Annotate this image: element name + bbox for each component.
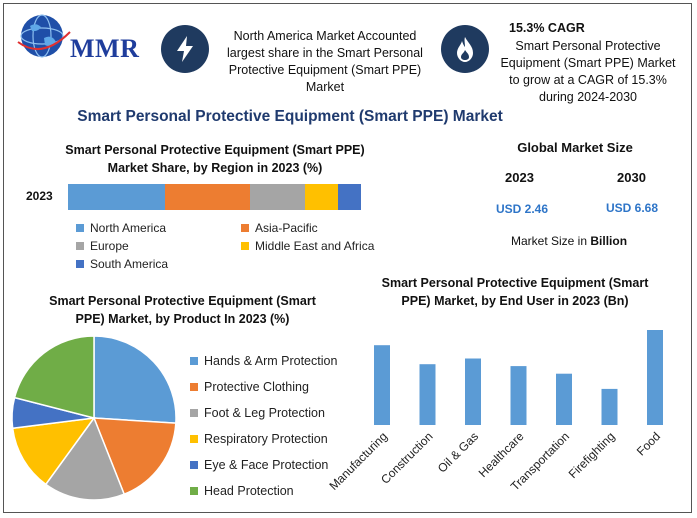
year-2023-label: 2023 <box>505 170 534 185</box>
market-size-note-prefix: Market Size in <box>511 234 591 248</box>
legend-swatch <box>241 242 249 250</box>
page-title: Smart Personal Protective Equipment (Sma… <box>77 108 503 125</box>
legend-swatch <box>241 224 249 232</box>
region-legend-item-asia-pacific: Asia-Pacific <box>241 221 396 235</box>
pie-slice-hands-arm-protection <box>93 335 177 424</box>
region-chart-title: Smart Personal Protective Equipment (Sma… <box>65 143 365 175</box>
legend-label: Head Protection <box>204 484 294 498</box>
product-legend-item-hands-arm-protection: Hands & Arm Protection <box>190 348 360 374</box>
lightning-icon <box>177 36 193 62</box>
pie-slice-foot-leg-protection <box>44 416 126 501</box>
region-legend-item-europe: Europe <box>76 239 241 253</box>
legend-label: Eye & Face Protection <box>204 458 329 472</box>
legend-swatch <box>76 260 84 268</box>
x-tick-label-manufacturing: Manufacturing <box>326 429 390 493</box>
legend-label: Hands & Arm Protection <box>204 354 338 368</box>
x-tick-label-oil-gas: Oil & Gas <box>435 429 481 475</box>
year-2030-label: 2030 <box>617 170 646 185</box>
product-legend-item-protective-clothing: Protective Clothing <box>190 374 360 400</box>
legend-label: Europe <box>90 239 129 253</box>
globe-logo-icon <box>17 14 71 58</box>
legend-swatch <box>190 383 198 391</box>
legend-swatch <box>190 461 198 469</box>
bar-construction <box>419 364 436 425</box>
bar-oil-gas <box>465 358 481 425</box>
flame-icon <box>457 37 473 62</box>
logo-text: MMR <box>70 34 140 63</box>
highlight-2-badge <box>441 25 489 73</box>
region-stacked-bar <box>68 184 361 210</box>
legend-label: Asia-Pacific <box>255 221 318 235</box>
highlight-2-text: Smart Personal Protective Equipment (Sma… <box>500 39 676 104</box>
product-legend-item-eye-face-protection: Eye & Face Protection <box>190 452 360 478</box>
region-legend-item-south-america: South America <box>76 257 241 271</box>
bar-transportation <box>556 373 572 425</box>
value-2023: USD 2.46 <box>496 202 549 216</box>
product-chart-title: Smart Personal Protective Equipment (Sma… <box>49 294 316 326</box>
region-legend: North America Asia-Pacific Europe Middle Ea… <box>76 221 396 271</box>
logo: MMR <box>14 12 144 63</box>
product-pie-chart <box>11 335 177 501</box>
legend-swatch <box>190 357 198 365</box>
x-tick-label-food: Food <box>634 429 663 458</box>
legend-label: South America <box>90 257 169 271</box>
legend-label: Foot & Leg Protection <box>204 406 325 420</box>
region-segment-europe <box>249 184 306 210</box>
value-2030: USD 6.68 <box>606 201 659 215</box>
legend-swatch <box>76 242 84 250</box>
market-size-note-unit: Billion <box>590 234 628 248</box>
legend-label: Protective Clothing <box>204 380 309 394</box>
highlight-1-badge <box>161 25 209 73</box>
region-segment-north-america <box>68 184 165 210</box>
pie-slice-protective-clothing <box>92 417 177 496</box>
bar-firefighting <box>601 388 618 425</box>
legend-swatch <box>76 224 84 232</box>
legend-label: Respiratory Protection <box>204 432 328 446</box>
region-segment-middle-east-and-africa <box>305 184 338 210</box>
product-legend: Hands & Arm Protection Protective Clothin… <box>190 348 360 504</box>
region-segment-south-america <box>337 184 361 210</box>
market-size-title: Global Market Size <box>517 140 633 155</box>
region-category-label: 2023 <box>26 189 53 203</box>
pie-slice-respiratory-protection <box>11 417 96 486</box>
cagr-title: 15.3% CAGR <box>509 21 585 35</box>
product-legend-item-foot-leg-protection: Foot & Leg Protection <box>190 400 360 426</box>
legend-label: Middle East and Africa <box>255 239 375 253</box>
legend-swatch <box>190 435 198 443</box>
region-legend-item-north-america: North America <box>76 221 241 235</box>
pie-slice-head-protection <box>13 335 95 419</box>
region-segment-asia-pacific <box>164 184 250 210</box>
product-legend-item-head-protection: Head Protection <box>190 478 360 504</box>
infographic-frame <box>3 3 692 513</box>
legend-swatch <box>190 409 198 417</box>
legend-label: North America <box>90 221 167 235</box>
bar-food <box>647 330 663 425</box>
market-size-note: Market Size in Billion <box>511 234 627 248</box>
bar-manufacturing <box>374 345 390 425</box>
highlight-1-text: North America Market Accounted largest s… <box>227 29 423 94</box>
bar-healthcare <box>510 366 527 425</box>
legend-swatch <box>190 487 198 495</box>
region-legend-item-middle-east-and-africa: Middle East and Africa <box>241 239 396 253</box>
product-legend-item-respiratory-protection: Respiratory Protection <box>190 426 360 452</box>
x-tick-label-firefighting: Firefighting <box>566 429 618 481</box>
enduser-chart-title: Smart Personal Protective Equipment (Sma… <box>381 276 649 308</box>
